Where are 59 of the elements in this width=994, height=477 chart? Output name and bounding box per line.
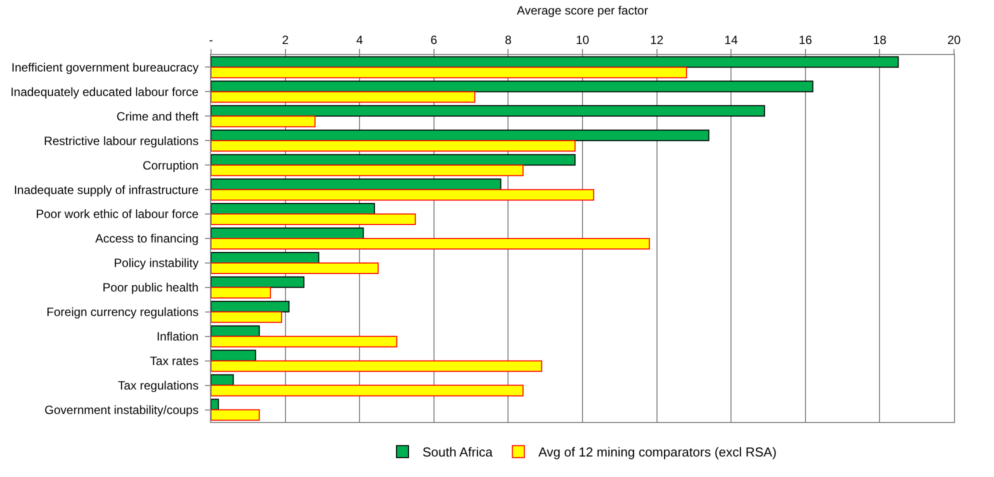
x-tick-label: 20 [947,33,961,48]
bar [211,154,576,166]
y-tick-label: Tax regulations [118,378,199,392]
bar [211,311,282,323]
bar [211,91,476,103]
bar [211,374,234,386]
bar [211,286,271,298]
y-tick-label: Policy instability [114,256,199,270]
bar [211,140,576,152]
y-tick-label: Inadequately educated labour force [10,84,199,99]
x-tick-label: 16 [798,33,812,48]
legend-label: South Africa [422,444,494,460]
x-tick-label: 12 [650,33,664,48]
bar [211,276,304,288]
x-tick-label: 8 [504,33,512,48]
bar [211,214,416,226]
y-tick-label: Government instability/coups [44,402,199,417]
bar [211,300,290,312]
bar [211,384,524,396]
bar [211,398,219,410]
bar [211,262,379,274]
bar [211,178,502,190]
bar [211,350,256,362]
y-tick-label: Foreign currency regulations [46,305,199,320]
y-tick-label: Tax rates [150,354,199,368]
x-tick-label: 14 [724,33,738,48]
y-tick-label: Poor work ethic of labour force [36,207,199,222]
y-tick-label: Crime and theft [116,109,200,124]
bar [211,130,710,142]
bar [211,116,316,128]
x-tick-label: 2 [282,33,289,48]
legend-label: Avg of 12 mining comparators (excl RSA) [538,444,777,460]
bar [211,360,542,372]
y-tick-label: Inflation [156,330,199,344]
bar [211,252,320,264]
bar [211,66,688,78]
bar [211,409,260,421]
bar [211,325,260,337]
bar [211,105,766,117]
x-tick-label: 4 [356,33,364,48]
x-tick-label: 18 [873,33,887,48]
x-tick-label: - [209,33,213,48]
bar [211,203,375,215]
bar [211,227,364,239]
bar [211,189,594,201]
bar [211,164,524,176]
x-axis-title: Average score per factor [516,4,648,18]
bar [211,56,899,68]
bar [211,336,398,348]
x-tick-label: 10 [576,33,590,48]
y-tick-label: Inadequate supply of infrastructure [14,182,199,197]
y-tick-label: Access to financing [95,232,199,246]
x-tick-label: 6 [430,33,438,48]
bar [211,80,814,92]
y-tick-label: Poor public health [102,280,199,295]
bar [211,238,650,250]
y-tick-label: Corruption [142,158,199,172]
y-tick-label: Inefficient government bureaucracy [11,60,199,74]
y-tick-label: Restrictive labour regulations [44,134,199,148]
